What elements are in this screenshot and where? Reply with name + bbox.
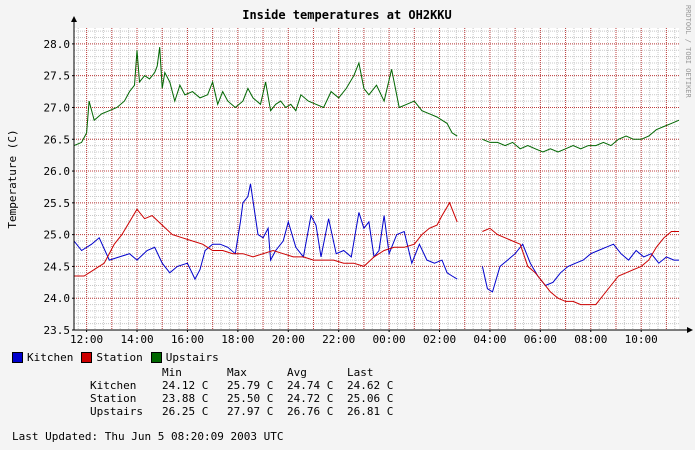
y-tick-label: 27.0 [44, 101, 71, 114]
y-tick-label: 24.0 [44, 292, 71, 305]
y-tick-label: 25.0 [44, 229, 71, 242]
y-tick-label: 25.5 [44, 197, 71, 210]
x-tick-label: 00:00 [373, 333, 406, 345]
stats-last: 26.81 C [347, 405, 394, 418]
temperature-chart: 23.5 24.0 24.5 25.0 25.5 26.0 26.5 27.0 27.5 28.0… [6, 5, 693, 345]
stats-header-row: Min Max Avg Last [90, 366, 407, 379]
series-line-kitchen [73, 183, 458, 281]
y-axis-label: Temperature (C) [6, 129, 19, 228]
stats-last: 24.62 C [347, 379, 394, 392]
y-tick-label: 26.0 [44, 165, 71, 178]
x-tick-label: 02:00 [423, 333, 456, 345]
stats-min: 24.12 C [162, 379, 209, 392]
series-layer [73, 47, 680, 306]
series-line-station [74, 201, 458, 277]
x-tick-label: 06:00 [524, 333, 557, 345]
legend-label-upstairs: Upstairs [165, 351, 219, 364]
legend-item-station: Station [81, 351, 143, 364]
watermark: RRDTOOL / TOBI OETIKER [684, 5, 692, 99]
legend-swatch-upstairs [150, 352, 162, 363]
chart-title: Inside temperatures at OH2KKU [242, 8, 452, 22]
x-tick-label: 04:00 [473, 333, 506, 345]
x-tick-label: 14:00 [120, 333, 153, 345]
stats-name: Station [90, 392, 137, 405]
stats-header-last: Last [347, 366, 374, 379]
stats-min: 23.88 C [162, 392, 209, 405]
y-tick-label: 26.5 [44, 133, 71, 146]
stats-header-max: Max [227, 366, 247, 379]
x-tick-label: 20:00 [272, 333, 305, 345]
legend-label-station: Station [96, 351, 143, 364]
stats-last: 25.06 C [347, 392, 394, 405]
legend: Kitchen Station Upstairs [12, 351, 227, 364]
y-tick-label: 23.5 [44, 324, 71, 337]
stats-row-upstairs: Upstairs 26.25 C 27.97 C 26.76 C 26.81 C [90, 405, 407, 418]
last-updated: Last Updated: Thu Jun 5 08:20:09 2003 UT… [12, 430, 284, 443]
legend-swatch-station [81, 352, 93, 363]
stats-row-station: Station 23.88 C 25.50 C 24.72 C 25.06 C [90, 392, 407, 405]
stats-max: 25.50 C [227, 392, 274, 405]
x-axis-arrow [687, 327, 693, 333]
plot-background [74, 28, 679, 330]
y-tick-label: 28.0 [44, 38, 71, 51]
axes: 23.5 24.0 24.5 25.0 25.5 26.0 26.5 27.0 27.5 28.0… [44, 16, 693, 345]
y-tick-label: 27.5 [44, 70, 71, 83]
major-grid [74, 28, 679, 331]
legend-item-upstairs: Upstairs [150, 351, 219, 364]
stats-avg: 26.76 C [287, 405, 334, 418]
stats-max: 25.79 C [227, 379, 274, 392]
stats-header-avg: Avg [287, 366, 307, 379]
x-tick-label: 16:00 [171, 333, 204, 345]
stats-row-kitchen: Kitchen 24.12 C 25.79 C 24.74 C 24.62 C [90, 379, 407, 392]
stats-avg: 24.74 C [287, 379, 334, 392]
stats-name: Kitchen [90, 379, 137, 392]
x-tick-label: 18:00 [221, 333, 254, 345]
y-tick-label: 24.5 [44, 260, 71, 273]
legend-swatch-kitchen [12, 352, 23, 363]
series-line-upstairs [482, 119, 680, 153]
x-tick-label: 08:00 [574, 333, 607, 345]
x-tick-label: 22:00 [322, 333, 355, 345]
stats-avg: 24.72 C [287, 392, 334, 405]
x-tick-label: 12:00 [70, 333, 103, 345]
stats-max: 27.97 C [227, 405, 274, 418]
stats-header-blank [90, 366, 162, 379]
stats-name: Upstairs [90, 405, 143, 418]
stats-table: Min Max Avg Last Kitchen 24.12 C 25.79 C… [90, 366, 407, 418]
series-line-upstairs [73, 47, 458, 147]
series-line-station [482, 227, 679, 306]
y-axis-arrow [71, 16, 77, 22]
stats-min: 26.25 C [162, 405, 209, 418]
legend-item-kitchen: Kitchen [12, 351, 73, 364]
x-tick-label: 10:00 [625, 333, 658, 345]
stats-header-min: Min [162, 366, 182, 379]
legend-label-kitchen: Kitchen [27, 351, 74, 364]
series-line-kitchen [481, 243, 679, 293]
